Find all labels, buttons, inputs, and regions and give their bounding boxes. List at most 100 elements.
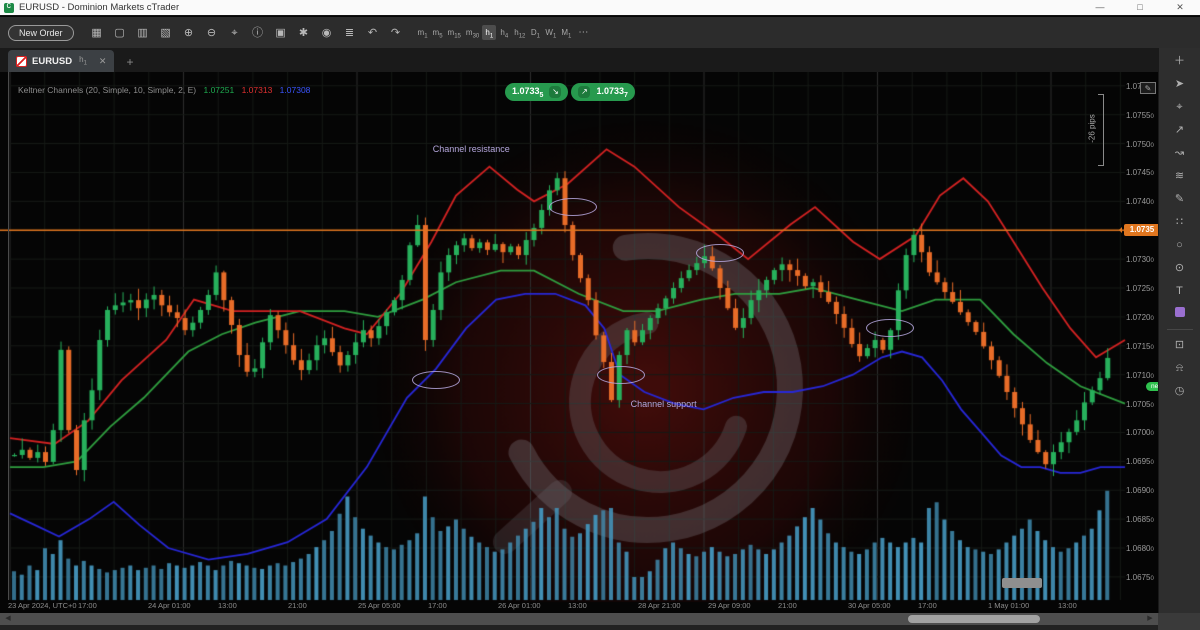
annotation-ellipse-2[interactable] [597, 365, 646, 384]
timeframe-h4[interactable]: h4 [500, 28, 509, 40]
watchlist-eye-icon[interactable]: ◉ [321, 26, 332, 39]
timeframe-m30[interactable]: m30 [465, 28, 480, 40]
crosshair-icon[interactable]: ⌖ [231, 26, 238, 39]
time-tick: 29 Apr 09:00 [708, 601, 751, 610]
timeframe-m1[interactable]: m1 [417, 28, 428, 40]
indicator-label: Keltner Channels (20, Simple, 10, Simple… [18, 85, 310, 95]
chart-area[interactable]: Keltner Channels (20, Simple, 10, Simple… [0, 72, 1168, 613]
current-price-tag: 1.0735 [1119, 224, 1160, 237]
price-tick: 1.07500 [1126, 139, 1154, 149]
price-tick: 1.07250 [1126, 284, 1154, 293]
alerts-bell-icon[interactable]: ⍾ [1175, 362, 1184, 374]
pips-measurement[interactable]: -26 pips [1082, 94, 1104, 166]
layout-multi-icon[interactable]: ▥ [137, 26, 148, 39]
price-tick: 1.06950 [1126, 457, 1154, 467]
price-tick: 1.06900 [1126, 486, 1154, 496]
scrollbar-thumb[interactable] [908, 615, 1040, 623]
annotation-ellipse-0[interactable] [411, 371, 460, 390]
layout-grid-icon[interactable]: ▦ [91, 26, 102, 39]
price-tick: 1.07450 [1126, 168, 1154, 178]
price-tick: 1.07100 [1126, 370, 1154, 380]
annotation-ellipse-1[interactable] [549, 198, 598, 217]
price-tick: 1.07550 [1126, 110, 1154, 120]
crosshair-icon[interactable]: ⌖ [1176, 101, 1183, 113]
chart-left-edge [8, 72, 9, 600]
camera-icon[interactable]: ⊡ [1174, 339, 1185, 351]
symbol-icon [16, 55, 27, 67]
history-clock-icon[interactable]: ◷ [1174, 385, 1185, 397]
undo-icon[interactable]: ↶ [367, 26, 378, 39]
timeframe-D1[interactable]: D1 [530, 28, 540, 40]
timeframe-h12[interactable]: h12 [514, 28, 526, 40]
tab-eurusd[interactable]: EURUSD h1 ✕ [8, 50, 115, 72]
timeframe-h1[interactable]: h1 [482, 25, 497, 40]
circle-icon[interactable]: ○ [1176, 239, 1183, 251]
drawing-toolbar: ＋ ➤ ⌖ ↗ ↝ ≋ ✎ ∷ ○ ⊙ T ⊡ ⍾ ◷ [1158, 48, 1200, 613]
horizontal-scrollbar[interactable]: ◀ ▶ [0, 613, 1158, 625]
info-icon[interactable]: ⓘ [252, 26, 264, 39]
price-axis-edit-icon[interactable]: ✎ [1140, 82, 1156, 94]
time-tick: 30 Apr 05:00 [848, 601, 891, 610]
new-order-button[interactable]: New Order [8, 24, 74, 41]
trend-line-icon[interactable]: ↗ [1174, 124, 1185, 136]
pattern-dots-icon[interactable]: ∷ [1176, 216, 1183, 228]
tab-close-icon[interactable]: ✕ [98, 55, 107, 66]
indicators-icon[interactable]: ≣ [344, 26, 355, 39]
time-tick: 24 Apr 01:00 [148, 601, 191, 610]
timeframe-M1[interactable]: M1 [561, 28, 572, 40]
polyline-icon[interactable]: ↝ [1174, 147, 1185, 159]
channel-icon[interactable]: ≋ [1174, 170, 1185, 182]
title-bar: EURUSD - Dominion Markets cTrader — □ ✕ [0, 0, 1200, 16]
time-tick: 13:00 [1058, 601, 1077, 610]
time-tick: 17:00 [918, 601, 937, 610]
snapshot-icon[interactable]: ▣ [275, 26, 286, 39]
text-tool-icon[interactable]: T [1176, 285, 1183, 297]
time-axis[interactable]: 23 Apr 2024, UTC+0 17:00 24 Apr 01:00 13:00… [0, 600, 1158, 613]
add-tab-button[interactable]: + [126, 55, 134, 69]
annotation-channel-support[interactable]: Channel support [630, 398, 697, 409]
time-tick: 17:00 [78, 601, 97, 610]
timeframe-W1[interactable]: W1 [545, 28, 557, 40]
bottom-strip [0, 625, 1158, 630]
timeframe-m15[interactable]: m15 [447, 28, 461, 40]
minimize-button[interactable]: — [1095, 2, 1105, 12]
time-tick: 13:00 [568, 601, 587, 610]
buy-button[interactable]: ↗ 1.07337 [571, 83, 635, 101]
time-tick: 23 Apr 2024, UTC+0 [8, 601, 77, 610]
close-button[interactable]: ✕ [1176, 2, 1184, 12]
more-timeframes-button[interactable]: ⋯ [578, 27, 590, 38]
ellipse-icon[interactable]: ⊙ [1174, 262, 1185, 274]
settings-icon[interactable]: ✱ [298, 26, 309, 39]
buy-price: 1.07337 [596, 85, 628, 99]
chart-type-icon[interactable]: ▧ [160, 26, 171, 39]
buy-arrow-icon: ↗ [578, 86, 591, 98]
sell-button[interactable]: 1.07335 ↘ [505, 83, 569, 101]
price-tick: 1.06800 [1126, 544, 1154, 553]
maximize-button[interactable]: □ [1137, 2, 1143, 12]
indicator-value-0: 1.07251 [201, 85, 235, 95]
color-swatch-icon[interactable] [1165, 304, 1195, 324]
layout-single-icon[interactable]: ▢ [114, 26, 125, 39]
zoom-out-icon[interactable]: ⊖ [206, 26, 217, 39]
annotation-ellipse-4[interactable] [865, 319, 914, 338]
price-tick: 1.07150 [1126, 341, 1154, 351]
price-axis[interactable]: 1.076001.075501.075001.074501.074001.073… [1126, 72, 1158, 613]
candlestick-chart-canvas[interactable] [0, 72, 1158, 613]
time-tick: 13:00 [218, 601, 237, 610]
annotation-channel-resistance[interactable]: Channel resistance [432, 144, 510, 155]
toolbar-separator [1166, 329, 1193, 330]
pips-measurement-label: -26 pips [1087, 114, 1097, 143]
timeframe-m5[interactable]: m5 [432, 28, 443, 40]
new-alert-badge[interactable]: new [1146, 382, 1168, 392]
annotation-ellipse-3[interactable] [696, 244, 745, 263]
scroll-right-arrow[interactable]: ▶ [1147, 615, 1153, 622]
redo-icon[interactable]: ↷ [390, 26, 401, 39]
brush-icon[interactable]: ✎ [1174, 193, 1185, 205]
scroll-left-arrow[interactable]: ◀ [5, 615, 11, 622]
price-tick: 1.07400 [1126, 197, 1154, 207]
add-drawing-icon[interactable]: ＋ [1174, 55, 1185, 67]
timeframe-group: m1 m5 m15 m30 h1 h4 h12 D1 W1 M1 [416, 25, 575, 40]
price-tick: 1.07000 [1126, 428, 1154, 438]
cursor-icon[interactable]: ➤ [1174, 78, 1185, 90]
zoom-in-icon[interactable]: ⊕ [183, 26, 194, 39]
